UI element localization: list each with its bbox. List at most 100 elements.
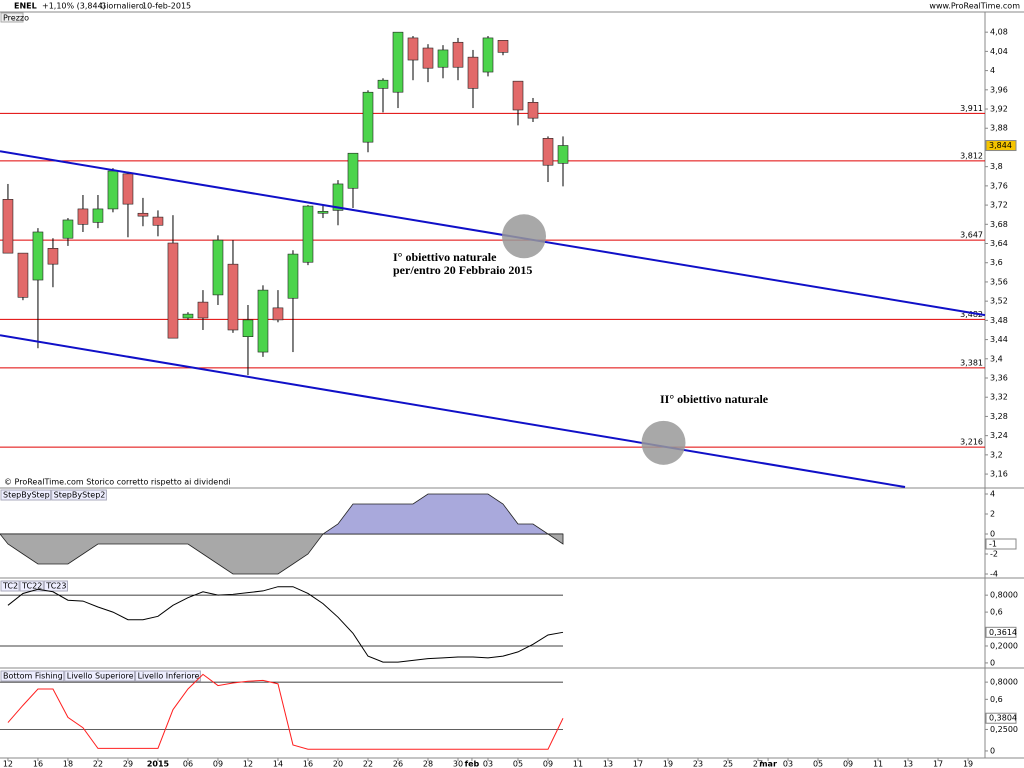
legend-entry: TC2 <box>2 582 18 591</box>
y-tick-label: 3,68 <box>990 220 1008 229</box>
y-tick-label: 3,56 <box>990 277 1008 286</box>
x-tick-label: 06 <box>183 760 193 768</box>
x-tick-label: 14 <box>273 760 283 768</box>
y-tick-label: -2 <box>990 550 998 559</box>
x-tick-label: 03 <box>783 760 793 768</box>
legend-box <box>64 670 136 682</box>
level-label: 3,216 <box>960 438 983 447</box>
last-value-label: 3,844 <box>989 141 1012 150</box>
candle-body <box>302 205 314 263</box>
x-tick-label: 17 <box>633 760 643 768</box>
legend-entry: StepByStep <box>3 491 50 500</box>
x-tick-label: 18 <box>63 760 73 768</box>
candle-body <box>257 289 269 353</box>
level-label: 3,911 <box>960 104 983 113</box>
line <box>7 586 564 663</box>
x-tick-label: 13 <box>903 760 913 768</box>
y-tick-label: 4,08 <box>990 28 1008 37</box>
candle-body <box>362 91 374 143</box>
period: Giornaliero <box>100 2 144 11</box>
change: +1,10% (3,844) <box>42 2 106 11</box>
legend-box <box>0 670 65 682</box>
x-tick-label: 09 <box>843 760 853 768</box>
legend-box <box>51 489 107 501</box>
candle-body <box>47 248 59 265</box>
y-tick-label: -4 <box>990 570 998 579</box>
y-tick-label: 3,36 <box>990 374 1008 383</box>
y-tick-label: 0 <box>990 530 995 539</box>
last-value-tag <box>985 538 1017 550</box>
y-tick-label: 0,2000 <box>990 641 1018 650</box>
y-tick-label: 4 <box>990 66 995 75</box>
x-tick-label: 09 <box>213 760 223 768</box>
candle-body <box>152 216 164 226</box>
candle-body <box>287 253 299 299</box>
area <box>0 493 564 575</box>
site: www.ProRealTime.com <box>929 2 1020 11</box>
candle-body <box>77 208 89 225</box>
x-tick-label: 11 <box>573 760 583 768</box>
x-tick-label: 2015 <box>147 760 170 768</box>
x-tick-label: 12 <box>243 760 253 768</box>
y-tick-label: 3,48 <box>990 316 1008 325</box>
y-tick-label: 0,8000 <box>990 678 1018 687</box>
annotation: I° obiettivo naturale <box>393 250 497 264</box>
y-tick-label: 3,24 <box>990 431 1008 440</box>
y-tick-label: 3,72 <box>990 201 1008 210</box>
y-tick-label: 3,16 <box>990 470 1008 479</box>
annotation: II° obiettivo naturale <box>660 392 769 406</box>
footer: © ProRealTime.com Storico corretto rispe… <box>4 478 231 487</box>
candle-body <box>212 239 224 296</box>
x-tick-label: mar <box>759 760 777 768</box>
x-tick-label: 03 <box>483 760 493 768</box>
x-tick-label: 19 <box>963 760 973 768</box>
y-tick-label: 3,96 <box>990 85 1008 94</box>
x-tick-label: 16 <box>303 760 313 768</box>
trend-line <box>0 334 906 489</box>
candle-body <box>137 212 149 217</box>
x-tick-label: 12 <box>3 760 13 768</box>
x-tick-label: 22 <box>363 760 373 768</box>
y-tick-label: 3,44 <box>990 335 1008 344</box>
legend-box <box>0 580 20 592</box>
candle-body <box>452 41 464 68</box>
x-tick-label: 05 <box>513 760 523 768</box>
panel-title: Prezzo <box>3 14 29 23</box>
x-tick-label: 09 <box>543 760 553 768</box>
x-tick-label: 05 <box>813 760 823 768</box>
x-tick-label: 30 <box>453 760 463 768</box>
level-label: 3,482 <box>960 310 983 319</box>
y-tick-label: 3,52 <box>990 297 1008 306</box>
y-tick-label: 3,88 <box>990 124 1008 133</box>
trend-line <box>0 150 986 317</box>
y-tick-label: 3,32 <box>990 393 1008 402</box>
legend-entry: Livello Superiore <box>67 672 134 681</box>
target-circle <box>502 214 547 259</box>
candle-body <box>167 242 179 339</box>
candle-body <box>2 199 14 254</box>
candle-body <box>107 170 119 210</box>
y-tick-label: 3,76 <box>990 181 1008 190</box>
candle-body <box>527 102 539 119</box>
x-tick-label: 29 <box>123 760 133 768</box>
annotation: per/entro 20 Febbraio 2015 <box>393 263 532 277</box>
x-tick-label: 20 <box>333 760 343 768</box>
candle-body <box>392 31 404 93</box>
last-value-tag <box>985 626 1017 638</box>
legend-box <box>43 580 68 592</box>
target-circle <box>641 420 686 465</box>
candle-body <box>407 37 419 61</box>
level-label: 3,381 <box>960 358 983 367</box>
candle-body <box>242 319 254 337</box>
x-tick-label: 23 <box>693 760 703 768</box>
legend-entry: Bottom Fishing <box>3 672 63 681</box>
x-tick-label: 27 <box>753 760 763 768</box>
y-tick-label: 0 <box>990 746 995 755</box>
candle-body <box>122 173 134 205</box>
y-tick-label: 3,6 <box>990 258 1003 267</box>
y-tick-label: 3,28 <box>990 412 1008 421</box>
legend-box <box>135 670 201 682</box>
candle-body <box>347 152 359 189</box>
